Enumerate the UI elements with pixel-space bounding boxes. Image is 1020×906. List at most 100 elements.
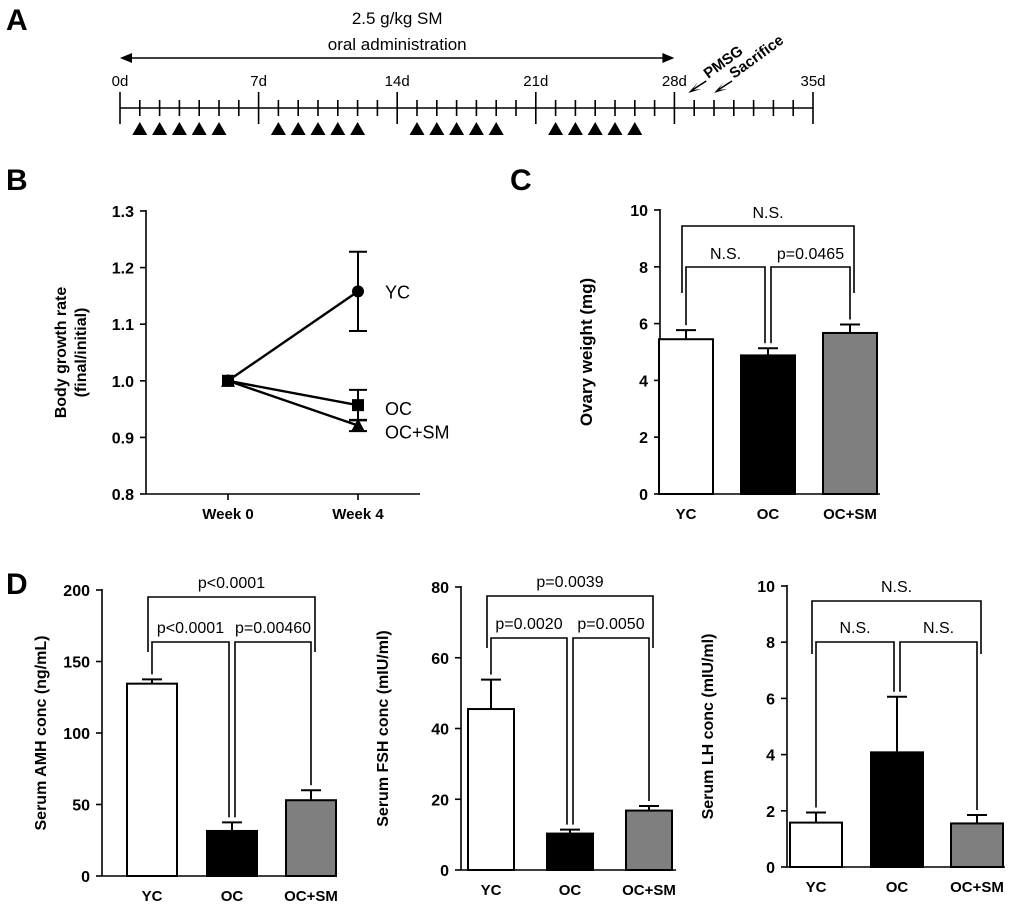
panel-letter-a: A xyxy=(6,4,28,37)
dosing-triangle-marker xyxy=(627,122,643,135)
y-tick-label: 1.2 xyxy=(112,261,134,278)
dosing-triangle-marker xyxy=(607,122,623,135)
event-arrow-head xyxy=(688,82,702,93)
y-tick-label: 0 xyxy=(639,487,648,504)
comparison-bracket xyxy=(490,637,568,825)
timeline-day-label: 14d xyxy=(385,73,410,90)
y-tick-label: 1.1 xyxy=(112,317,134,334)
y-tick-label: 6 xyxy=(639,317,648,334)
treatment-label-line2: oral administration xyxy=(328,35,467,54)
comparison-bracket xyxy=(685,266,766,344)
comparison-label: N.S. xyxy=(881,579,912,596)
panel-letter-d: D xyxy=(6,568,28,601)
x-tick-label: YC xyxy=(142,888,163,905)
comparison-label: p=0.0020 xyxy=(495,616,562,633)
dosing-triangle-marker xyxy=(290,122,306,135)
x-tick-label: YC xyxy=(676,506,697,523)
dosing-triangle-marker xyxy=(409,122,425,135)
comparison-bracket xyxy=(681,225,855,293)
series-line xyxy=(227,379,359,427)
dosing-triangle-marker xyxy=(152,122,168,135)
panel-d-fsh-chart: 0 20 40 60 80 YC OC OC+SM Serum FSH conc (mIU/ml… xyxy=(375,574,676,899)
y-tick-label: 10 xyxy=(630,203,648,220)
comparison-bracket xyxy=(234,641,312,818)
bar xyxy=(126,682,178,877)
comparison-bracket xyxy=(572,637,650,825)
bar xyxy=(789,821,843,868)
y-tick-label: 10 xyxy=(757,579,775,596)
treatment-arrow-right-head xyxy=(662,53,675,63)
y-tick-label: 1.3 xyxy=(112,204,134,221)
x-tick-label: OC+SM xyxy=(823,506,877,523)
x-tick-label: Week 0 xyxy=(202,506,253,523)
x-tick-label: OC xyxy=(559,882,582,899)
y-tick-label: 60 xyxy=(431,651,449,668)
y-axis-label: Serum AMH conc (ng/mL) xyxy=(33,636,50,831)
y-tick-label: 6 xyxy=(766,691,775,708)
panel-d-lh-chart: 0 2 4 6 8 10 YC OC OC+SM Serum LH conc (mIU/ml) N.… xyxy=(700,579,1005,896)
treatment-label-line1: 2.5 g/kg SM xyxy=(352,9,443,28)
x-tick-label: OC+SM xyxy=(622,882,676,899)
comparison-label: p<0.0001 xyxy=(198,575,265,592)
treatment-arrow-left-head xyxy=(120,53,132,63)
dosing-triangle-marker xyxy=(587,122,603,135)
y-tick-label: 0.8 xyxy=(112,487,134,504)
y-tick-label: 0 xyxy=(440,863,449,880)
event-arrow-head xyxy=(714,82,727,93)
timeline-day-label: 21d xyxy=(523,73,548,90)
comparison-label: p=0.0465 xyxy=(777,246,844,263)
y-tick-label: 1.0 xyxy=(112,374,134,391)
event-arrow-line xyxy=(717,80,733,91)
bar xyxy=(546,832,594,871)
dosing-triangle-marker xyxy=(171,122,187,135)
y-tick-label: 4 xyxy=(639,373,648,390)
panel-letter-b: B xyxy=(6,164,28,197)
comparison-label: p=0.00460 xyxy=(235,620,311,637)
data-point-circle xyxy=(352,285,364,298)
dosing-triangle-marker xyxy=(270,122,286,135)
panel-c-bar-chart: 0 2 4 6 8 10 YC OC OC+SM Ovary weight (mg) N.S. p=0… xyxy=(577,203,880,523)
panel-a-timeline: 0d 7d 14d 21d 28d 35d 2.5 g/kg SM oral administ… xyxy=(112,9,826,135)
y-tick-label: 0 xyxy=(766,860,775,877)
x-tick-label: Week 4 xyxy=(332,506,384,523)
comparison-bracket xyxy=(899,641,978,811)
y-tick-label: 50 xyxy=(72,798,90,815)
panel-letter-c: C xyxy=(510,164,532,197)
series-line xyxy=(227,290,359,382)
comparison-label: N.S. xyxy=(752,205,783,222)
timeline-day-label: 0d xyxy=(112,73,129,90)
y-axis-label-line1: Body growth rate xyxy=(53,287,70,419)
x-tick-label: OC+SM xyxy=(284,888,338,905)
comparison-label: p=0.0039 xyxy=(536,574,603,591)
comparison-label: N.S. xyxy=(710,246,741,263)
y-axis-label-line2: (final/initial) xyxy=(73,308,90,398)
y-axis-label: Serum LH conc (mIU/ml) xyxy=(700,634,717,820)
comparison-bracket xyxy=(147,596,316,652)
series-label: OC xyxy=(385,399,412,419)
timeline-day-label: 28d xyxy=(662,73,687,90)
series-label: YC xyxy=(385,282,410,302)
comparison-label: p=0.0050 xyxy=(577,616,644,633)
data-point-triangle xyxy=(351,418,365,432)
comparison-bracket xyxy=(770,266,851,344)
bar xyxy=(950,822,1004,869)
y-tick-label: 2 xyxy=(639,430,648,447)
y-tick-label: 8 xyxy=(766,635,775,652)
comparison-label: p<0.0001 xyxy=(157,620,224,637)
comparison-bracket xyxy=(486,595,654,648)
panel-b-line-chart: 0.8 0.9 1.0 1.1 1.2 1.3 Week 0 Week 4 Body growt… xyxy=(53,204,450,523)
y-tick-label: 4 xyxy=(766,748,775,765)
bar xyxy=(740,354,796,495)
y-tick-label: 2 xyxy=(766,804,775,821)
data-point-square xyxy=(352,399,364,412)
bar xyxy=(206,829,258,878)
panel-d-amh-chart: 0 50 100 150 200 YC OC OC+SM Serum AMH conc (ng/… xyxy=(33,575,338,905)
y-tick-label: 80 xyxy=(431,580,449,597)
y-axis-label: Ovary weight (mg) xyxy=(577,278,596,426)
y-axis-label: Serum FSH conc (mIU/ml) xyxy=(375,630,392,826)
comparison-bracket xyxy=(815,641,895,808)
dosing-triangle-marker xyxy=(468,122,484,135)
dosing-triangle-marker xyxy=(132,122,148,135)
y-tick-label: 0.9 xyxy=(112,430,134,447)
